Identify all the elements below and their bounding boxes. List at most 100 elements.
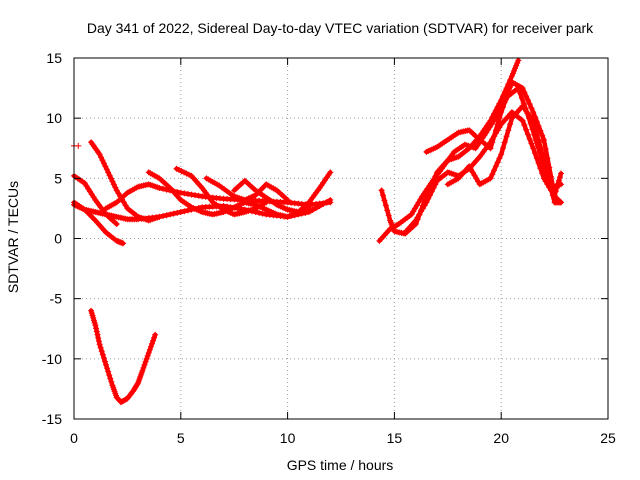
y-tick-label: 0	[54, 231, 62, 247]
data-point	[96, 341, 103, 348]
data-point	[514, 60, 521, 67]
data-point	[530, 145, 537, 152]
data-point	[184, 207, 191, 214]
data-point	[523, 93, 530, 100]
data-point	[148, 340, 155, 347]
data-point	[134, 381, 141, 388]
data-point	[496, 155, 503, 162]
series-arc-o	[444, 103, 565, 206]
data-point	[544, 171, 551, 178]
data-point	[394, 221, 401, 228]
data-point	[489, 139, 496, 146]
data-point	[259, 210, 266, 217]
data-point	[519, 117, 526, 124]
data-point	[513, 62, 520, 69]
data-point	[421, 202, 428, 209]
data-point	[177, 209, 184, 216]
data-point	[107, 375, 114, 382]
series-arc-e	[103, 181, 334, 212]
data-point	[521, 89, 528, 96]
data-point	[508, 73, 515, 80]
data-point	[467, 166, 474, 173]
data-point	[99, 157, 106, 164]
data-point	[530, 109, 537, 116]
data-point	[163, 212, 170, 219]
data-point	[528, 140, 535, 147]
y-tick-label: -15	[42, 411, 62, 427]
data-point	[518, 95, 525, 102]
data-point	[540, 175, 547, 182]
data-point	[489, 171, 496, 178]
data-point	[94, 331, 101, 338]
y-tick-label: -5	[50, 291, 63, 307]
data-point	[309, 207, 316, 214]
data-point	[496, 115, 503, 122]
data-point	[113, 221, 120, 228]
x-tick-label: 10	[280, 430, 296, 446]
data-point	[558, 199, 565, 206]
data-point	[532, 150, 539, 157]
data-point	[100, 355, 107, 362]
data-point	[505, 127, 512, 134]
data-point	[112, 184, 119, 191]
series-arc-i	[231, 177, 312, 216]
data-point	[167, 211, 174, 218]
x-tick-label: 15	[387, 430, 403, 446]
data-point	[425, 195, 432, 202]
data-point	[528, 105, 535, 112]
data-point	[380, 192, 387, 199]
data-point	[542, 146, 549, 153]
data-point	[487, 175, 494, 182]
data-point	[492, 163, 499, 170]
data-point	[177, 189, 184, 196]
data-point	[501, 139, 508, 146]
axis-ticks: 0 5 10 15 20 25 -15 -10 -5 0 5 10 15	[42, 50, 616, 446]
data-point	[503, 94, 510, 101]
data-point	[105, 169, 112, 176]
data-point	[427, 192, 433, 199]
data-point	[549, 192, 556, 199]
data-point	[498, 109, 505, 116]
data-point	[491, 167, 498, 174]
data-point	[413, 202, 420, 209]
data-point	[512, 65, 519, 72]
data-point	[100, 160, 107, 167]
x-tick-label: 0	[70, 430, 78, 446]
data-point	[555, 177, 562, 184]
data-point	[101, 358, 108, 365]
data-point	[475, 178, 482, 185]
data-point	[144, 352, 151, 359]
y-tick-label: 15	[46, 50, 62, 66]
data-point	[548, 185, 555, 192]
series-arc-h	[203, 175, 291, 203]
data-point	[432, 181, 439, 188]
data-point	[524, 131, 531, 138]
data-point	[511, 67, 518, 74]
data-point	[509, 70, 516, 77]
data-point	[188, 191, 195, 198]
data-point	[97, 344, 104, 351]
data-point	[143, 355, 150, 362]
data-point	[415, 199, 422, 206]
data-point	[537, 144, 544, 151]
data-point	[327, 199, 334, 206]
data-point	[115, 190, 122, 197]
data-point	[473, 175, 480, 182]
data-point	[95, 334, 102, 341]
data-point	[284, 196, 291, 203]
data-point	[75, 142, 82, 149]
data-point	[487, 145, 494, 152]
data-point	[519, 85, 526, 92]
data-point	[501, 99, 508, 106]
data-point	[417, 196, 424, 203]
data-point	[556, 174, 563, 181]
x-tick-label: 20	[493, 430, 509, 446]
data-point	[412, 217, 419, 224]
data-point	[530, 117, 537, 124]
data-points	[71, 57, 565, 406]
data-point	[494, 159, 501, 166]
data-point	[108, 175, 115, 182]
data-point	[410, 208, 417, 215]
data-point	[104, 365, 111, 372]
